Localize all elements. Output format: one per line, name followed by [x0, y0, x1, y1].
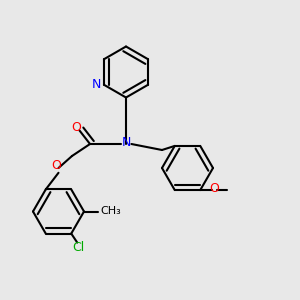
Text: N: N — [92, 78, 101, 91]
Text: O: O — [210, 182, 220, 195]
Text: O: O — [72, 121, 81, 134]
Text: Cl: Cl — [73, 241, 85, 254]
Text: CH₃: CH₃ — [100, 206, 121, 217]
Text: N: N — [121, 136, 131, 149]
Text: O: O — [51, 159, 61, 172]
